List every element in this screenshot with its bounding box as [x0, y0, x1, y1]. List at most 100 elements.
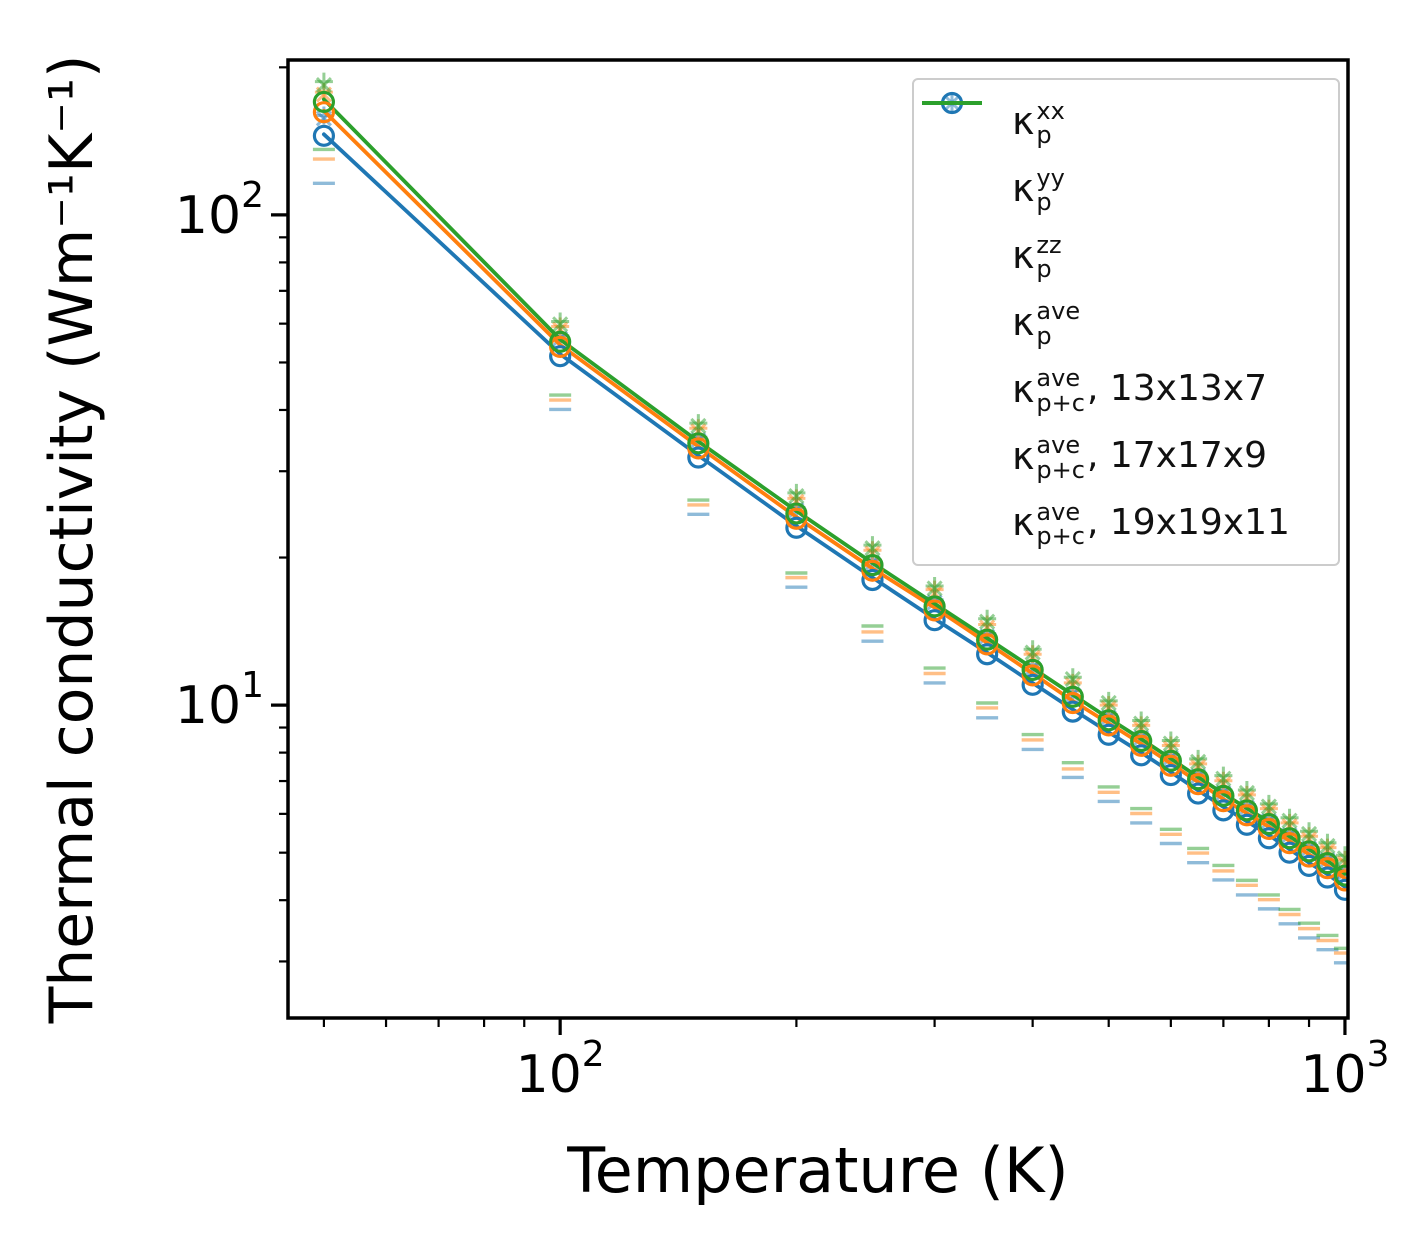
- marker-circle: [1257, 827, 1280, 850]
- marker-plus: [925, 576, 944, 595]
- marker-circle: [1212, 799, 1235, 822]
- marker-plus: [1335, 846, 1348, 865]
- marker-x: [1238, 784, 1255, 801]
- legend-label: κ ave p+c, 13x13x7: [1012, 364, 1267, 417]
- marker-x: [864, 540, 881, 557]
- marker-circle: [1130, 729, 1153, 753]
- legend-label: κ zz p: [1012, 230, 1062, 284]
- legend-label: κ yy p: [1012, 163, 1065, 217]
- marker-circle: [1235, 813, 1258, 836]
- marker-x: [1260, 798, 1277, 815]
- marker-plus: [863, 536, 882, 555]
- marker-circle: [1130, 744, 1153, 767]
- marker-plus: [1161, 731, 1180, 750]
- marker-x: [1215, 770, 1232, 787]
- marker-x: [1024, 644, 1041, 661]
- marker-circle: [1278, 827, 1301, 850]
- marker-circle: [785, 502, 808, 525]
- marker-plus: [1132, 711, 1151, 730]
- series-ave-19x19x11: [312, 90, 1348, 887]
- marker-circle: [1021, 673, 1044, 696]
- legend-item: κ ave p+c, 13x13x7: [922, 101, 1324, 421]
- legend-item: κ yy p: [928, 94, 1324, 220]
- marker-plus: [1280, 808, 1299, 827]
- marker-plus: [787, 483, 806, 502]
- marker-x: [1133, 715, 1150, 732]
- marker-plus: [1214, 766, 1233, 785]
- marker-x: [1162, 735, 1179, 752]
- marker-circle: [1316, 852, 1339, 875]
- marker-circle: [976, 628, 999, 651]
- series-ave-13x13x7: [312, 124, 1348, 901]
- series-line-17x17x9: [321, 109, 1347, 881]
- marker-circle: [1297, 840, 1321, 863]
- marker-x: [1064, 671, 1081, 688]
- marker-x: [1281, 812, 1298, 829]
- marker-circle: [1187, 782, 1210, 805]
- marker-x: [926, 580, 943, 597]
- x-tick-label: 102: [516, 1034, 605, 1105]
- marker-circle: [312, 124, 336, 147]
- marker-circle: [1235, 799, 1258, 822]
- marker-plus: [1189, 749, 1208, 768]
- legend-marker-line-icon: [922, 101, 1004, 545]
- marker-circle: [549, 330, 572, 353]
- legend: κ xx p κ yy p κ zz p κ ave p κ ave p+c, 13x13x7 κ ave p+c…: [912, 78, 1340, 566]
- marker-plus: [978, 609, 997, 628]
- marker-circle: [1097, 723, 1120, 746]
- x-tick-label: 103: [1300, 1034, 1389, 1105]
- marker-circle: [1212, 784, 1235, 807]
- marker-circle: [1021, 658, 1044, 681]
- marker-circle: [1061, 691, 1084, 715]
- marker-plus: [551, 312, 570, 331]
- legend-label: κ ave p: [1012, 297, 1081, 350]
- marker-x: [1300, 825, 1318, 843]
- legend-item: κ xx p: [928, 89, 1324, 153]
- legend-label: κ xx p: [1012, 96, 1065, 150]
- marker-circle: [923, 609, 946, 632]
- legend-item: κ ave p+c, 19x19x11: [922, 101, 1324, 554]
- marker-plus: [689, 414, 708, 433]
- marker-circle: [861, 554, 884, 577]
- legend-marker-circle-icon: [928, 91, 1004, 345]
- marker-circle: [1333, 878, 1348, 901]
- marker-circle: [1061, 685, 1084, 708]
- tick-labels: 102 103 101 102: [175, 175, 1390, 1105]
- series-components-19x19x11: [312, 72, 1348, 951]
- marker-plus: [1259, 794, 1278, 813]
- marker-x: [1190, 753, 1207, 770]
- marker-plus: [314, 72, 333, 91]
- marker-plus: [1023, 640, 1042, 659]
- marker-x: [690, 417, 707, 435]
- marker-circle: [1333, 864, 1348, 887]
- marker-circle: [687, 446, 710, 469]
- marker-circle: [1159, 763, 1182, 787]
- legend-marker-x-icon: [928, 94, 1004, 211]
- marker-x: [1336, 850, 1348, 867]
- marker-circle: [312, 90, 336, 114]
- legend-item: κ ave p: [928, 91, 1324, 354]
- marker-circle: [976, 643, 999, 666]
- marker-plus: [1300, 822, 1319, 841]
- marker-circle: [549, 345, 572, 368]
- y-tick-label: 102: [175, 175, 264, 246]
- marker-plus: [1237, 781, 1256, 800]
- marker-x: [979, 613, 996, 630]
- x-axis-label: Temperature (K): [566, 1134, 1068, 1207]
- legend-item: κ ave p+c, 17x17x9: [922, 101, 1324, 488]
- marker-circle: [861, 568, 884, 592]
- series-layer: [312, 72, 1348, 965]
- y-axis-label: Thermal conductivity (Wm⁻¹K⁻¹): [37, 55, 107, 1025]
- legend-marker-line-icon: [922, 101, 1004, 412]
- marker-circle: [312, 101, 336, 124]
- legend-marker-line-icon: [922, 101, 1004, 479]
- marker-circle: [1061, 700, 1084, 723]
- legend-label: κ ave p+c, 17x17x9: [1012, 431, 1267, 484]
- marker-circle: [785, 516, 808, 539]
- marker-x: [1319, 837, 1336, 855]
- marker-circle: [1187, 768, 1210, 791]
- marker-circle: [923, 595, 946, 618]
- marker-plus: [1318, 833, 1337, 852]
